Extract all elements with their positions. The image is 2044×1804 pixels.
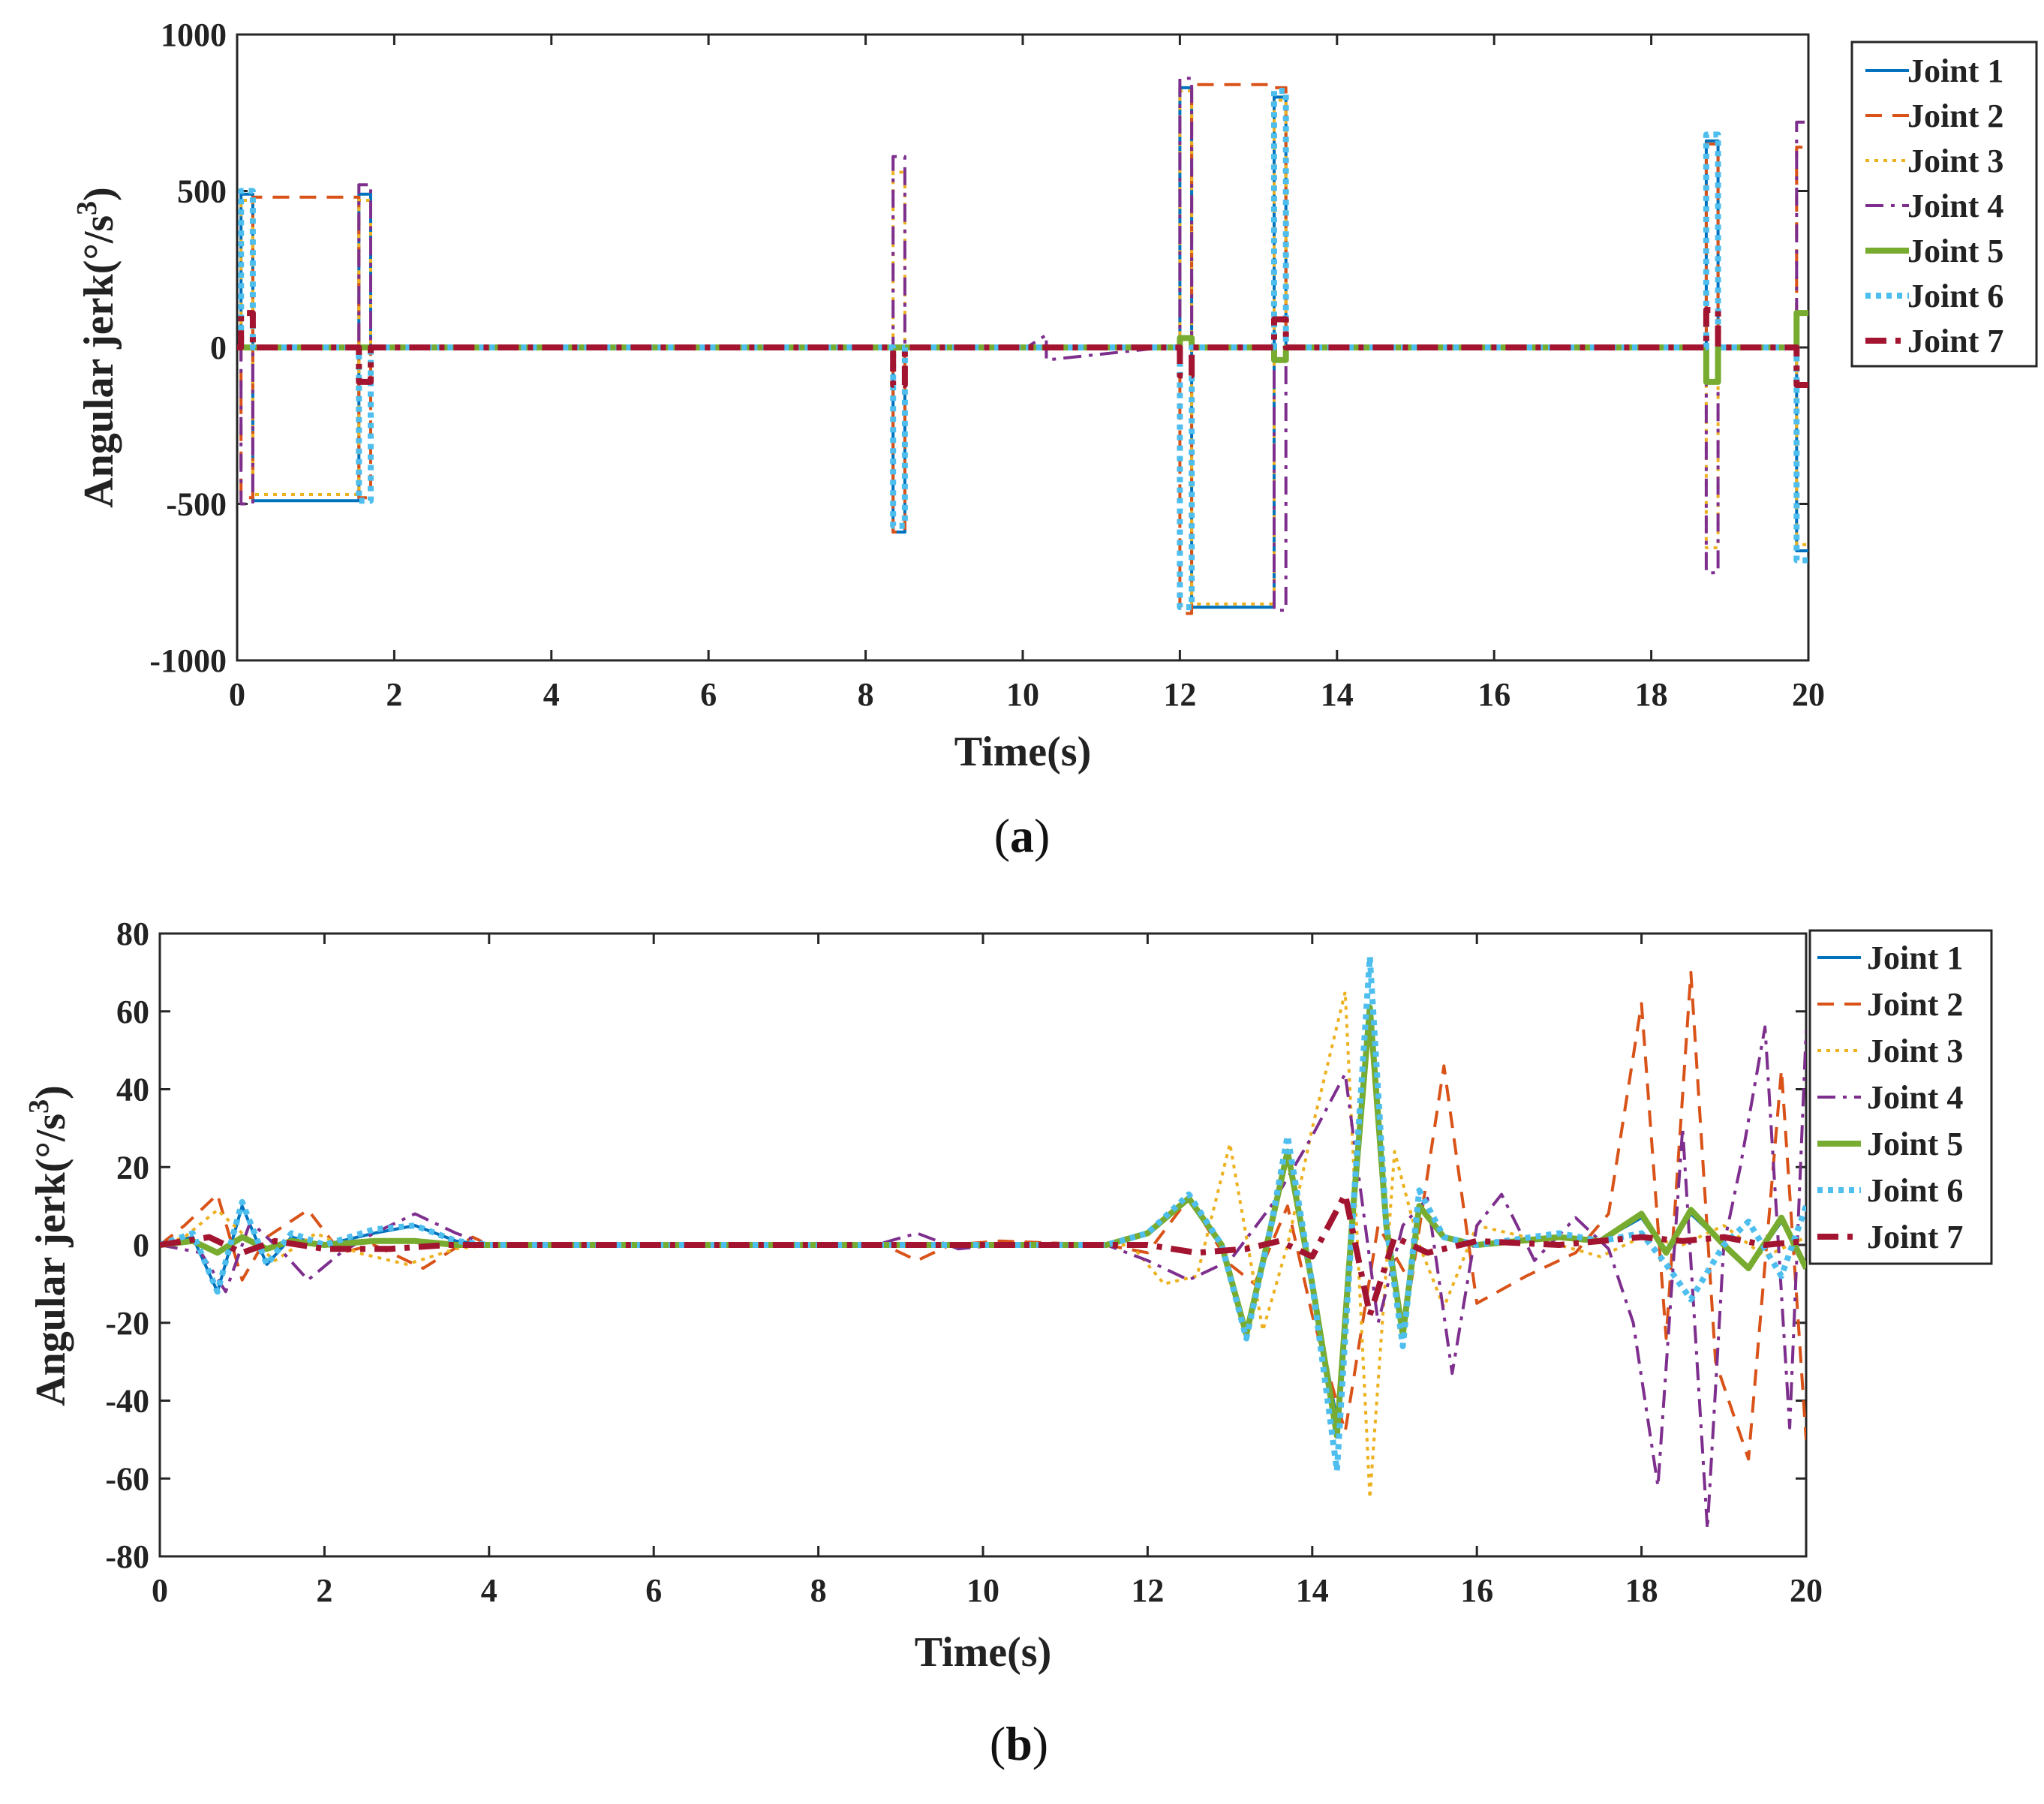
x-tick-label: 18 (1625, 1572, 1658, 1609)
x-tick-label: 16 (1460, 1572, 1493, 1609)
x-tick-label: 6 (700, 676, 717, 713)
x-tick-label: 16 (1477, 676, 1510, 713)
y-axis-label-b-sup: 3 (23, 1099, 55, 1114)
series-group-a (237, 77, 1808, 615)
series-line-joint2 (237, 83, 1808, 615)
series-line-joint6 (160, 954, 1806, 1474)
y-axis-label-b-main: Angular jerk(°/s (28, 1114, 74, 1406)
y-tick-label: -20 (105, 1305, 149, 1342)
x-tick-label: 4 (543, 676, 560, 713)
x-tick-label: 8 (810, 1572, 827, 1609)
y-tick-label: 80 (116, 916, 149, 952)
x-tick-label: 2 (316, 1572, 332, 1609)
x-tick-label: 14 (1296, 1572, 1329, 1609)
legend-label-joint5: Joint 5 (1867, 1126, 1963, 1162)
x-axis-label-b: Time(s) (915, 1629, 1052, 1676)
y-tick-label: -80 (105, 1538, 149, 1575)
x-tick-label: 12 (1131, 1572, 1164, 1609)
legend-box-b (1808, 929, 1993, 1265)
y-ticks-a: -1000 -500 0 500 1000 (149, 17, 1808, 679)
legend-label-joint5: Joint 5 (1907, 233, 2003, 269)
x-tick-label: 2 (386, 676, 402, 713)
x-axis-label-a: Time(s) (954, 729, 1092, 775)
legend-label-joint3: Joint 3 (1867, 1033, 1963, 1069)
legend-label-joint7: Joint 7 (1907, 323, 2003, 359)
y-tick-label: 20 (116, 1149, 149, 1186)
x-tick-label: 8 (858, 676, 874, 713)
legend-label-joint6: Joint 6 (1867, 1172, 1963, 1209)
legend-a: Joint 1 Joint 2 Joint 3 Joint 4 Joint 5 Joint… (1850, 41, 2038, 368)
caption-a-letter: a (1010, 809, 1034, 862)
x-tick-label: 18 (1635, 676, 1668, 713)
legend-label-joint1: Joint 1 (1907, 53, 2003, 89)
legend-label-joint1: Joint 1 (1867, 940, 1963, 976)
legend-b: Joint 1 Joint 2 Joint 3 Joint 4 Joint 5 Joint… (1808, 929, 1993, 1265)
series-line-joint7 (160, 1191, 1806, 1318)
x-tick-label: 4 (481, 1572, 497, 1609)
x-tick-label: 14 (1321, 676, 1354, 713)
legend-label-joint6: Joint 6 (1907, 278, 2003, 314)
y-tick-label: -1000 (149, 642, 227, 679)
y-tick-label: 0 (210, 329, 227, 366)
legend-label-joint4: Joint 4 (1907, 188, 2003, 224)
x-ticks-b: 0 2 4 6 8 10 12 14 16 18 20 (152, 934, 1823, 1609)
series-group-b (160, 954, 1806, 1531)
legend-label-joint3: Joint 3 (1907, 143, 2003, 179)
caption-b: (b) (990, 1717, 1048, 1770)
y-tick-label: 40 (116, 1072, 149, 1108)
y-tick-label: 60 (116, 994, 149, 1030)
y-axis-label-b: Angular jerk(°/s3) (23, 1085, 74, 1406)
y-tick-label: 1000 (161, 17, 227, 53)
x-tick-label: 20 (1792, 676, 1825, 713)
legend-label-joint2: Joint 2 (1907, 98, 2003, 134)
legend-label-joint7: Joint 7 (1867, 1219, 1963, 1255)
x-tick-label: 10 (966, 1572, 999, 1609)
y-tick-label: 500 (177, 173, 227, 210)
series-line-joint7 (237, 307, 1808, 388)
y-axis-label-b-close: ) (28, 1085, 74, 1099)
y-tick-label: -500 (166, 486, 227, 523)
caption-a: (a) (994, 809, 1051, 862)
x-tick-label: 0 (152, 1572, 168, 1609)
y-axis-label-a-sup: 3 (71, 201, 103, 215)
y-axis-label-a: Angular jerk(°/s3) (71, 187, 122, 508)
legend-label-joint2: Joint 2 (1867, 986, 1963, 1023)
series-line-joint3 (160, 990, 1806, 1500)
y-tick-label: -40 (105, 1383, 149, 1420)
x-tick-label: 6 (645, 1572, 662, 1609)
caption-b-letter: b (1005, 1717, 1033, 1770)
chart-a: -1000 -500 0 500 1000 0 2 4 6 8 10 12 14 16 18 20 Time… (71, 17, 2038, 862)
y-tick-label: -60 (105, 1460, 149, 1497)
x-tick-label: 20 (1790, 1572, 1823, 1609)
x-tick-label: 0 (229, 676, 245, 713)
y-tick-label: 0 (133, 1227, 149, 1264)
x-tick-label: 12 (1163, 676, 1196, 713)
series-line-joint4 (237, 77, 1808, 612)
x-ticks-a: 0 2 4 6 8 10 12 14 16 18 20 (229, 35, 1825, 713)
legend-label-joint4: Joint 4 (1867, 1079, 1963, 1116)
y-axis-label-a-close: ) (76, 187, 122, 201)
y-axis-label-a-main: Angular jerk(°/s (76, 215, 122, 508)
x-tick-label: 10 (1006, 676, 1039, 713)
series-line-joint2 (160, 970, 1806, 1461)
